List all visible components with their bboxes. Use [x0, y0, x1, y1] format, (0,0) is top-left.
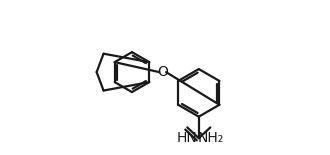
Text: O: O [157, 65, 168, 79]
Text: NH₂: NH₂ [198, 131, 224, 145]
Text: HN: HN [176, 131, 197, 145]
